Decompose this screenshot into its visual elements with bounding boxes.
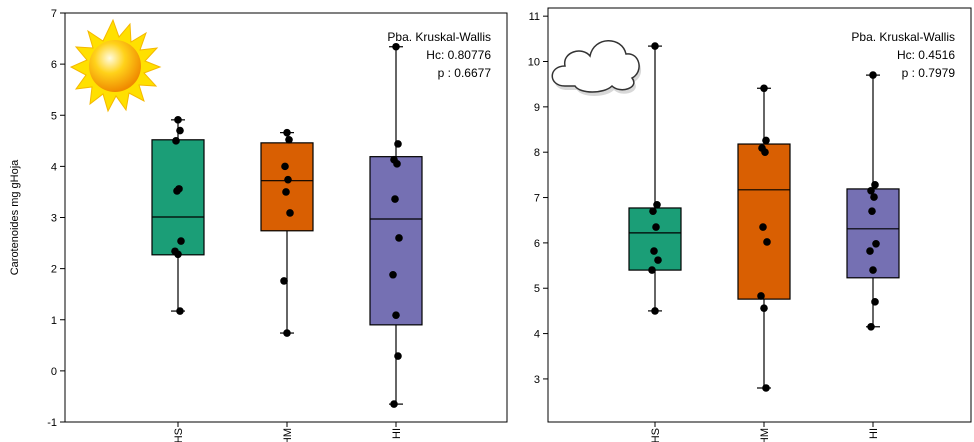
point [392,43,400,51]
annotation: Hc: 0.4516 [897,48,955,62]
point [390,400,398,408]
y-tick-label: 11 [529,11,540,23]
point [869,71,877,79]
y-tick-label: 4 [51,161,57,173]
point [177,237,185,245]
point [761,148,769,156]
annotation: Pba. Kruskal-Wallis [387,30,491,44]
point [281,163,289,171]
point [282,188,290,196]
y-axis-label: Carotenoides mg gHoja [9,159,21,275]
x-tick-label: HS [173,428,185,442]
y-tick-label: 8 [534,147,540,159]
point [762,384,770,392]
y-tick-label: 5 [51,110,57,122]
point [760,84,768,92]
point [176,307,184,315]
point [652,223,660,231]
point [870,193,878,201]
y-tick-label: 3 [534,374,540,386]
y-tick-label: 7 [51,8,57,20]
point [653,201,661,209]
annotation: p : 0.7979 [902,66,956,80]
point [760,304,768,312]
point [280,277,288,285]
point [393,160,401,168]
page: -1 0 1 2 3 4 5 6 7 Carotenoides mg gHoja Pba. Krus… [0,0,974,442]
point [172,137,180,145]
point [649,207,657,215]
point [651,307,659,315]
point [759,223,767,231]
point [868,207,876,215]
y-tick-label: 2 [51,264,57,276]
point [394,140,402,148]
point [648,266,656,274]
x-tick-label: HI [391,428,403,439]
y-tick-label: 9 [534,102,540,114]
box [738,144,790,299]
box [847,189,899,278]
point [654,256,662,264]
point [174,116,182,124]
point [283,129,291,137]
sun-icon [71,20,160,111]
point [757,292,765,300]
box [370,157,422,325]
point [174,251,182,259]
point [283,329,291,337]
y-tick-label: -1 [47,417,57,429]
y-tick-label: 6 [534,238,540,250]
point [176,127,184,135]
y-tick-label: 6 [51,59,57,71]
point [173,187,181,195]
y-tick-label: 1 [51,315,57,327]
point [866,247,874,255]
point [762,137,770,145]
box [152,140,204,255]
point [392,311,400,319]
y-tick-label: 7 [534,193,540,205]
y-tick-label: 3 [51,213,57,225]
annotation: Pba. Kruskal-Wallis [851,30,955,44]
y-tick-label: 5 [534,283,540,295]
y-tick-label: 4 [534,329,540,341]
x-tick-label: HS [650,428,662,442]
point [651,42,659,50]
box [261,143,313,231]
chart: -1 0 1 2 3 4 5 6 7 Carotenoides mg gHoja Pba. Krus… [0,0,974,442]
point [763,238,771,246]
point [867,323,875,331]
x-tick-label: HI [868,428,880,439]
point [284,176,292,184]
annotation: p : 0.6677 [438,66,492,80]
point [285,136,293,144]
annotation: Hc: 0.80776 [426,48,491,62]
point [391,195,399,203]
point [872,240,880,248]
point [869,266,877,274]
x-tick-label: HM [282,428,294,442]
point [871,298,879,306]
y-tick-label: 0 [51,366,57,378]
x-tick-label: HM [759,428,771,442]
point [394,352,402,360]
cloud-icon [552,41,641,96]
point [286,209,294,217]
point [389,271,397,279]
point [395,234,403,242]
y-tick-label: 10 [528,57,540,69]
point [650,247,658,255]
